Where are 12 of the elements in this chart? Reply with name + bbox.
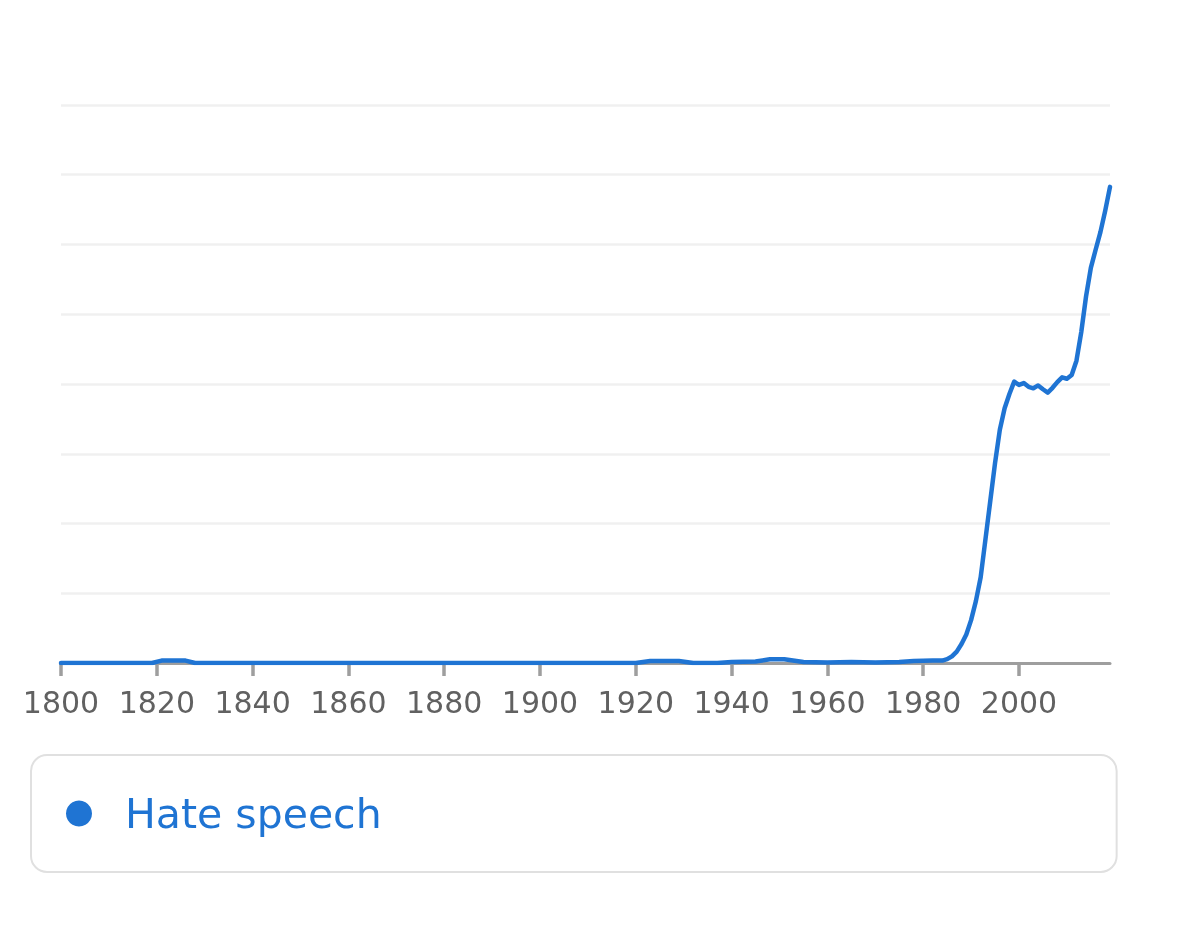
x-tick-label: 1960	[789, 684, 866, 720]
x-tick-label: 1940	[693, 684, 770, 720]
x-tick-label: 1820	[118, 684, 195, 720]
x-tick-label: 1900	[501, 684, 579, 720]
x-tick-label: 1840	[214, 684, 291, 720]
x-tick-label: 1920	[597, 684, 674, 720]
x-tick-label: 1880	[406, 684, 483, 720]
x-tick-label: 1800	[22, 684, 100, 720]
x-tick-label: 1860	[310, 684, 387, 720]
legend-label: Hate speech	[125, 789, 382, 838]
x-tick-label: 2000	[980, 684, 1058, 720]
x-tick-label: 1980	[885, 684, 962, 720]
